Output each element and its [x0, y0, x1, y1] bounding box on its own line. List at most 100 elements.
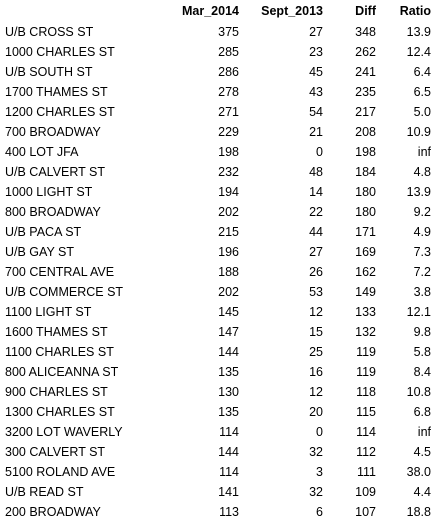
cell-location: 1000 LIGHT ST — [0, 182, 155, 202]
table-row: U/B CROSS ST 375 27 348 13.9 — [0, 22, 431, 42]
cell-diff: 114 — [323, 422, 376, 442]
table-row: 1100 LIGHT ST 145 12 133 12.1 — [0, 302, 431, 322]
cell-ratio: 6.8 — [376, 402, 431, 422]
cell-ratio: 9.8 — [376, 322, 431, 342]
cell-location: 1200 CHARLES ST — [0, 102, 155, 122]
cell-diff: 132 — [323, 322, 376, 342]
cell-location: U/B GAY ST — [0, 242, 155, 262]
cell-mar-2014: 145 — [155, 302, 239, 322]
cell-mar-2014: 196 — [155, 242, 239, 262]
cell-ratio: 18.8 — [376, 502, 431, 522]
cell-sept-2013: 12 — [239, 382, 323, 402]
table-row: 3200 LOT WAVERLY 114 0 114 inf — [0, 422, 431, 442]
table-body: U/B CROSS ST 375 27 348 13.9 1000 CHARLES ST 2… — [0, 22, 431, 522]
cell-sept-2013: 54 — [239, 102, 323, 122]
cell-location: U/B SOUTH ST — [0, 62, 155, 82]
cell-ratio: 12.4 — [376, 42, 431, 62]
cell-sept-2013: 20 — [239, 402, 323, 422]
cell-sept-2013: 26 — [239, 262, 323, 282]
cell-sept-2013: 0 — [239, 422, 323, 442]
cell-diff: 109 — [323, 482, 376, 502]
cell-ratio: 10.8 — [376, 382, 431, 402]
cell-ratio: 38.0 — [376, 462, 431, 482]
cell-sept-2013: 21 — [239, 122, 323, 142]
cell-sept-2013: 27 — [239, 22, 323, 42]
cell-diff: 208 — [323, 122, 376, 142]
column-header-sept-2013: Sept_2013 — [261, 4, 323, 18]
cell-ratio: 9.2 — [376, 202, 431, 222]
cell-diff: 119 — [323, 342, 376, 362]
table-row: 700 BROADWAY 229 21 208 10.9 — [0, 122, 431, 142]
cell-sept-2013: 45 — [239, 62, 323, 82]
cell-sept-2013: 15 — [239, 322, 323, 342]
cell-ratio: 8.4 — [376, 362, 431, 382]
cell-diff: 241 — [323, 62, 376, 82]
cell-location: 300 CALVERT ST — [0, 442, 155, 462]
table-row: 800 ALICEANNA ST 135 16 119 8.4 — [0, 362, 431, 382]
cell-location: 1000 CHARLES ST — [0, 42, 155, 62]
cell-ratio: 5.0 — [376, 102, 431, 122]
table-row: 900 CHARLES ST 130 12 118 10.8 — [0, 382, 431, 402]
cell-ratio: 6.4 — [376, 62, 431, 82]
cell-location: 1100 LIGHT ST — [0, 302, 155, 322]
table-row: U/B CALVERT ST 232 48 184 4.8 — [0, 162, 431, 182]
cell-mar-2014: 278 — [155, 82, 239, 102]
cell-ratio: 4.8 — [376, 162, 431, 182]
cell-mar-2014: 198 — [155, 142, 239, 162]
cell-diff: 111 — [323, 462, 376, 482]
cell-diff: 262 — [323, 42, 376, 62]
cell-ratio: 6.5 — [376, 82, 431, 102]
table-row: 1200 CHARLES ST 271 54 217 5.0 — [0, 102, 431, 122]
cell-location: 700 CENTRAL AVE — [0, 262, 155, 282]
cell-sept-2013: 14 — [239, 182, 323, 202]
cell-sept-2013: 16 — [239, 362, 323, 382]
column-header-ratio: Ratio — [399, 4, 431, 18]
cell-location: 1600 THAMES ST — [0, 322, 155, 342]
cell-ratio: 12.1 — [376, 302, 431, 322]
cell-ratio: 4.4 — [376, 482, 431, 502]
cell-mar-2014: 202 — [155, 202, 239, 222]
cell-diff: 112 — [323, 442, 376, 462]
cell-sept-2013: 32 — [239, 482, 323, 502]
cell-sept-2013: 25 — [239, 342, 323, 362]
cell-diff: 115 — [323, 402, 376, 422]
table-header: Mar_2014 Sept_2013 Diff Ratio — [0, 0, 431, 22]
cell-sept-2013: 48 — [239, 162, 323, 182]
table-row: U/B GAY ST 196 27 169 7.3 — [0, 242, 431, 262]
cell-location: U/B COMMERCE ST — [0, 282, 155, 302]
table-row: 5100 ROLAND AVE 114 3 111 38.0 — [0, 462, 431, 482]
data-table: Mar_2014 Sept_2013 Diff Ratio U/B CROSS ST 3… — [0, 0, 431, 522]
cell-mar-2014: 188 — [155, 262, 239, 282]
cell-mar-2014: 375 — [155, 22, 239, 42]
cell-diff: 184 — [323, 162, 376, 182]
cell-ratio: 7.3 — [376, 242, 431, 262]
cell-ratio: 13.9 — [376, 22, 431, 42]
cell-mar-2014: 135 — [155, 402, 239, 422]
cell-ratio: 10.9 — [376, 122, 431, 142]
table-row: 1600 THAMES ST 147 15 132 9.8 — [0, 322, 431, 342]
table-row: 700 CENTRAL AVE 188 26 162 7.2 — [0, 262, 431, 282]
cell-sept-2013: 6 — [239, 502, 323, 522]
cell-mar-2014: 130 — [155, 382, 239, 402]
cell-diff: 217 — [323, 102, 376, 122]
table-row: 1000 CHARLES ST 285 23 262 12.4 — [0, 42, 431, 62]
cell-sept-2013: 27 — [239, 242, 323, 262]
table-row: 800 BROADWAY 202 22 180 9.2 — [0, 202, 431, 222]
cell-location: U/B CROSS ST — [0, 22, 155, 42]
cell-mar-2014: 229 — [155, 122, 239, 142]
cell-diff: 235 — [323, 82, 376, 102]
cell-sept-2013: 12 — [239, 302, 323, 322]
table-row: 1700 THAMES ST 278 43 235 6.5 — [0, 82, 431, 102]
cell-location: 5100 ROLAND AVE — [0, 462, 155, 482]
cell-location: U/B CALVERT ST — [0, 162, 155, 182]
cell-location: 400 LOT JFA — [0, 142, 155, 162]
cell-sept-2013: 43 — [239, 82, 323, 102]
cell-diff: 348 — [323, 22, 376, 42]
cell-location: 200 BROADWAY — [0, 502, 155, 522]
cell-ratio: 3.8 — [376, 282, 431, 302]
cell-diff: 133 — [323, 302, 376, 322]
cell-ratio: 5.8 — [376, 342, 431, 362]
cell-mar-2014: 114 — [155, 462, 239, 482]
cell-mar-2014: 285 — [155, 42, 239, 62]
cell-location: U/B PACA ST — [0, 222, 155, 242]
